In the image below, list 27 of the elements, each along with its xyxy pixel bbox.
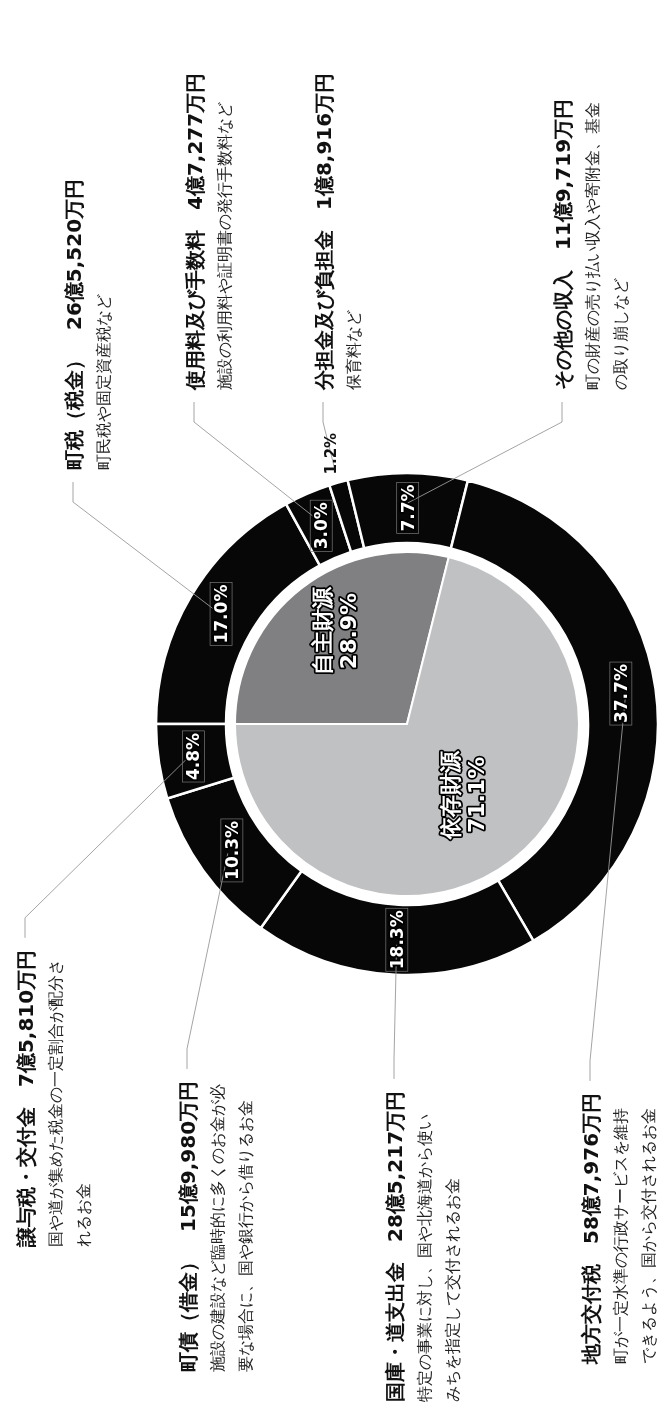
slice-label: 譲与税・交付金 7億5,810万円	[14, 949, 38, 1248]
slice-label: 国庫・道支出金 28億5,217万円	[383, 1090, 407, 1402]
text: 町が一定水準の行政サービスを維持できるよう、国から交付されるお金	[611, 1108, 658, 1364]
slice-label: 使用料及び手数料 4億7,277万円	[183, 72, 207, 391]
data-label: 3.0%	[311, 502, 332, 550]
slice-label: 町債（借金） 15億9,980万円	[176, 1080, 200, 1372]
slice-label: 自主財源	[310, 585, 336, 675]
data-label: 18.3%	[386, 910, 407, 970]
text: 町民税や固定資産税など	[94, 294, 113, 470]
text: 保育料など	[344, 310, 363, 390]
data-label: 37.7%	[610, 664, 631, 724]
slice-label: 町税（税金） 26億5,520万円	[62, 178, 86, 470]
data-label: 28.9%	[336, 592, 362, 670]
slice-label: 分担金及び負担金 1億8,916万円	[312, 72, 336, 391]
data-label: 4.8%	[183, 732, 204, 781]
data-label: 71.1%	[464, 756, 490, 834]
text: 特定の事業に対し、国や北海道から使いみちを指定して交付されるお金	[415, 1114, 462, 1402]
text: 施設の利用料や証明書の発行手数料など	[215, 102, 234, 390]
data-label: 17.0%	[211, 584, 232, 644]
data-label: 7.7%	[397, 484, 418, 532]
data-label: 1.2%	[322, 432, 341, 475]
slice-label: 地方交付税 58億7,976万円	[579, 1092, 603, 1365]
data-label: 10.3%	[221, 820, 242, 880]
text: 国や道が集めた税金の一定割合が配分されるお金	[46, 959, 93, 1247]
text: 町の財産の売り払い収入や寄附金、基金の取り崩しなど	[583, 102, 630, 390]
text: 施設の建設など臨時的に多くのお金が必要な場合に、国や銀行から借りるお金	[208, 1084, 255, 1372]
slice-label: その他の収入 11億9,719万円	[551, 98, 575, 390]
